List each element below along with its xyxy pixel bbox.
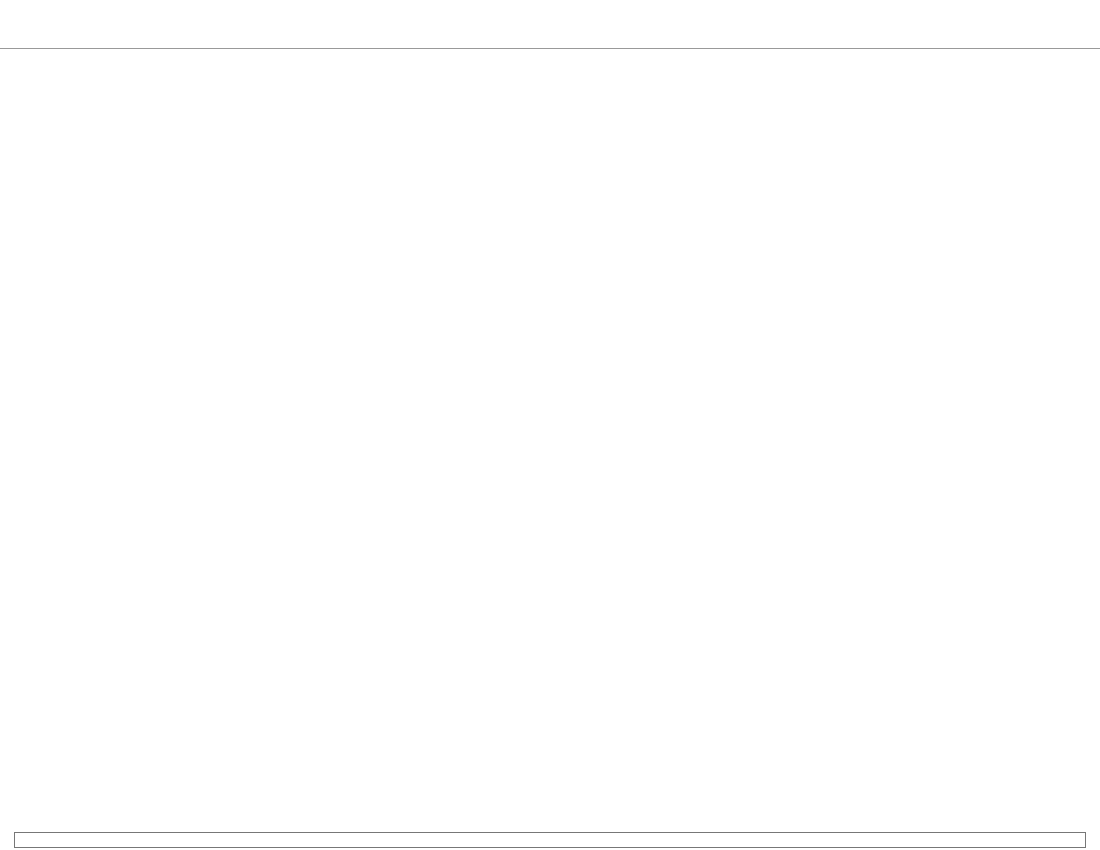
colorbar[interactable]	[0, 810, 1100, 850]
header-bar	[0, 0, 1100, 48]
temperature-field-canvas	[0, 49, 1100, 810]
colorbar-tick-labels	[0, 810, 1100, 830]
colorbar-gradient	[14, 832, 1086, 848]
map-viewport[interactable]	[0, 48, 1100, 810]
